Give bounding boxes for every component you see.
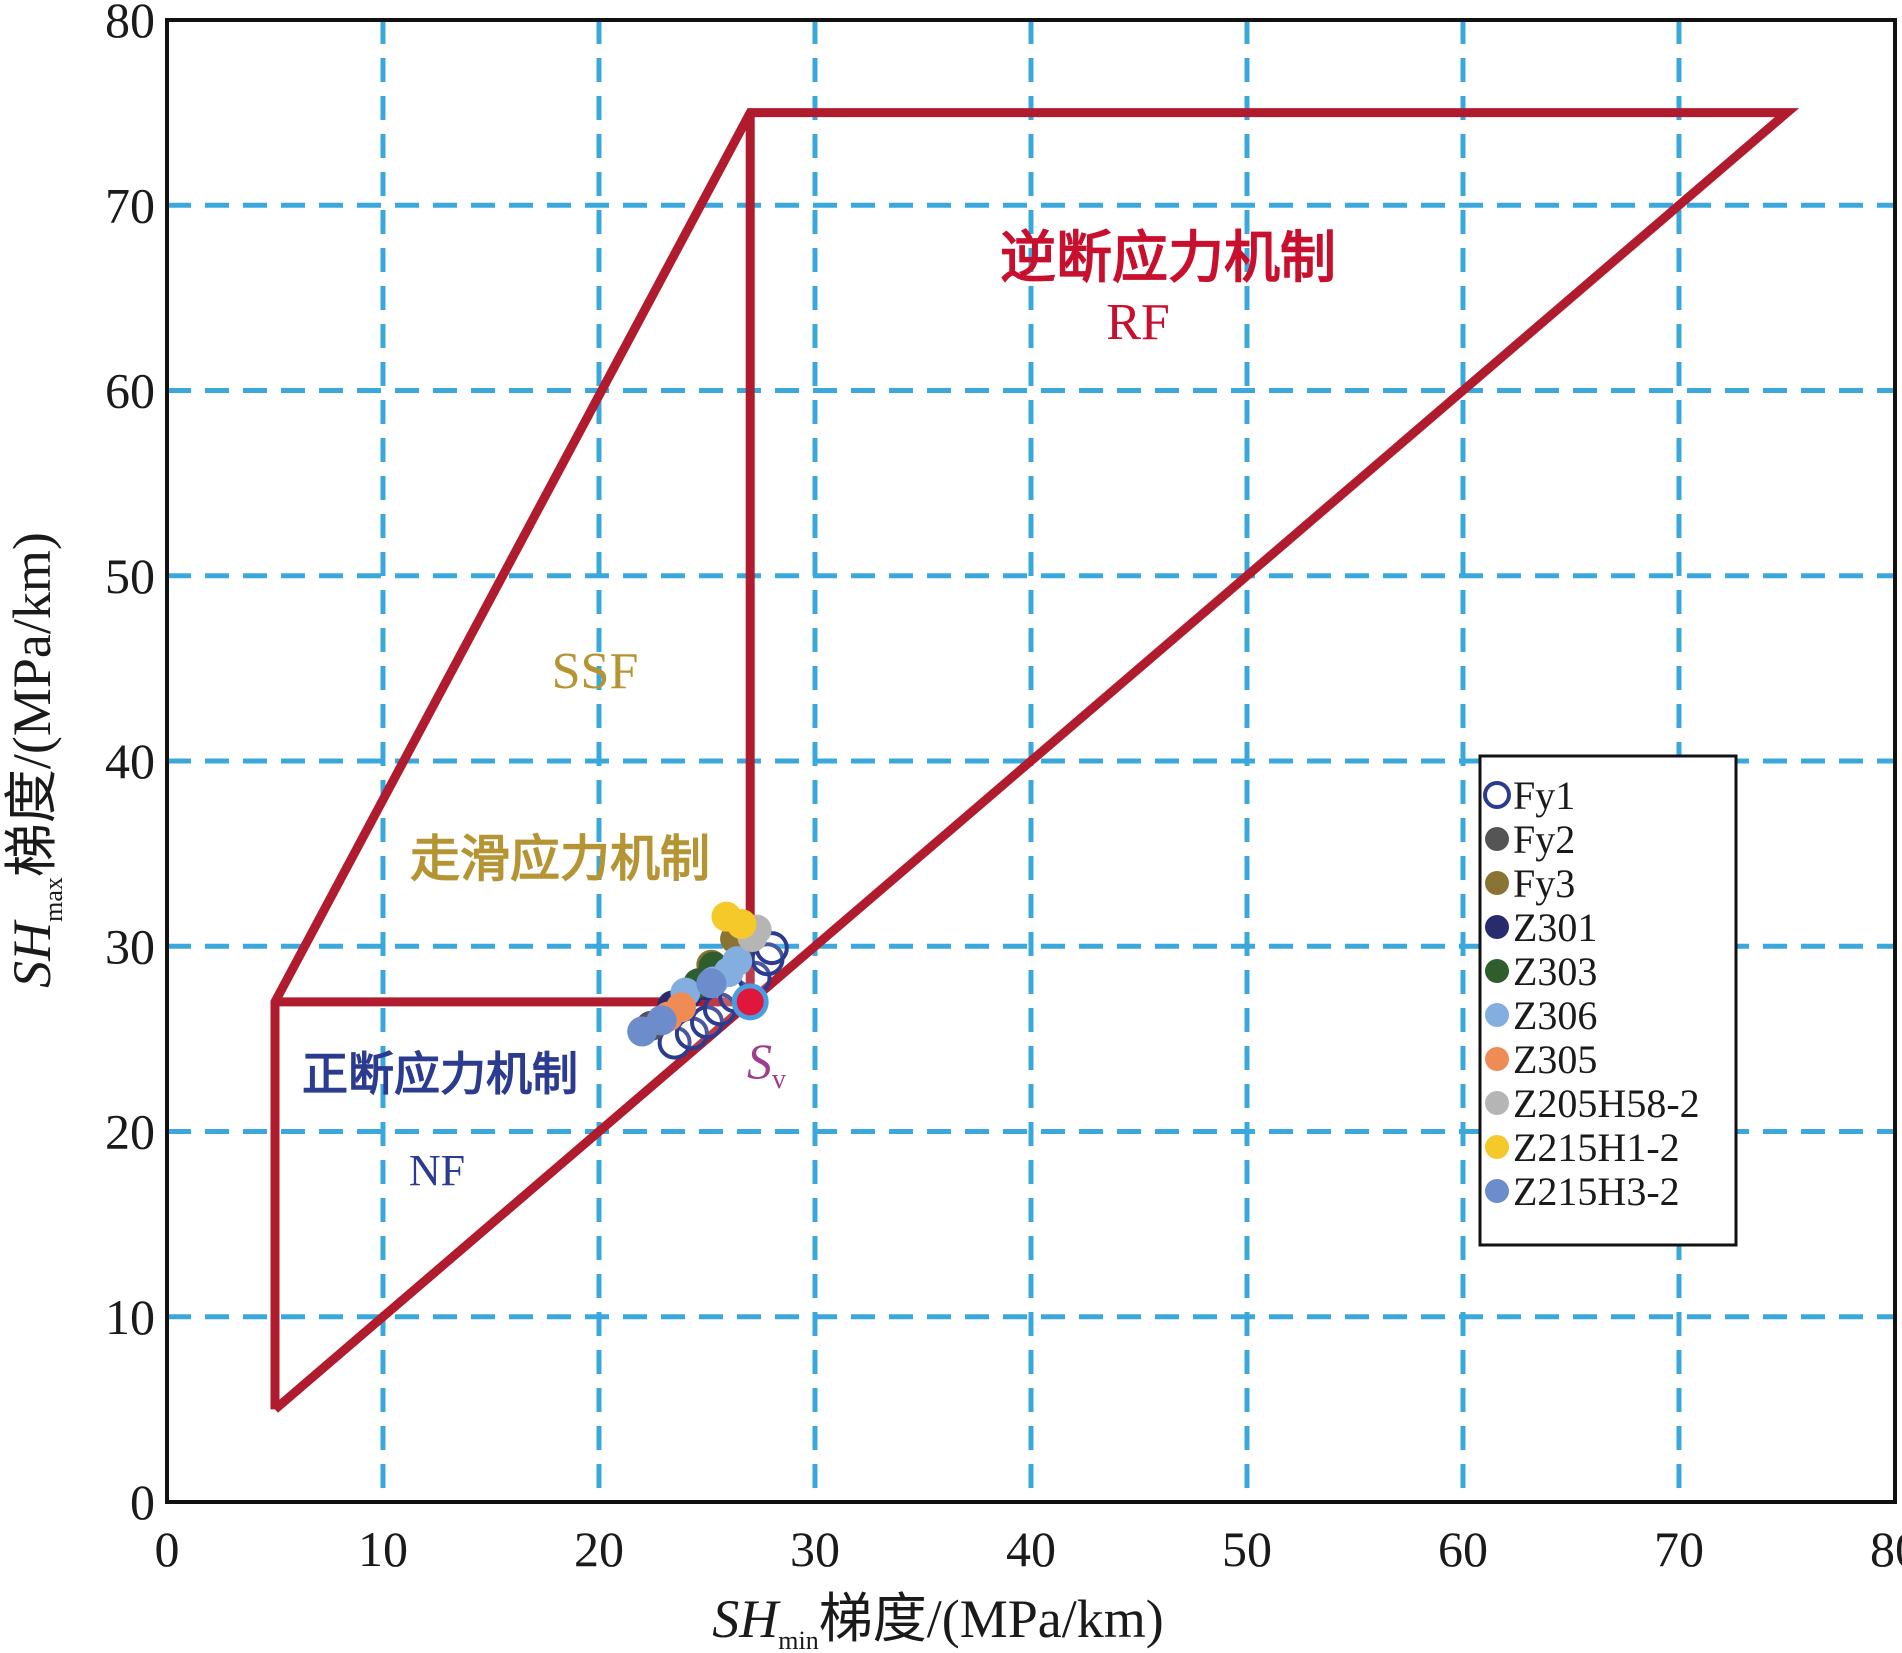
- legend: Fy1Fy2Fy3Z301Z303Z306Z305Z205H58-2Z215H1…: [1478, 754, 1738, 1247]
- y-tick-label: 70: [105, 177, 155, 233]
- nf-region-label-en: NF: [409, 1146, 465, 1195]
- legend-box: [1478, 754, 1738, 1247]
- legend-label-fy1: Fy1: [1513, 773, 1575, 818]
- x-tick-label: 80: [1870, 1521, 1902, 1577]
- y-title-rest: 梯度/(MPa/km): [2, 532, 62, 877]
- y-tick-label: 60: [105, 363, 155, 419]
- sv-label-main: S: [747, 1033, 772, 1089]
- legend-marker-fy1: [1483, 781, 1511, 809]
- y-tick-labels: 0 10 20 30 40 50 60 70 80: [105, 0, 155, 1530]
- nf-region-label-cn: 正断应力机制: [302, 1047, 578, 1101]
- x-tick-label: 70: [1654, 1521, 1704, 1577]
- legend-marker-z215h1-2: [1485, 1135, 1509, 1159]
- y-tick-label: 10: [105, 1289, 155, 1345]
- rf-region-label-en: RF: [1106, 294, 1170, 351]
- ssf-region-label-en: SSF: [552, 643, 639, 700]
- y-axis-title: SHmax梯度/(MPa/km): [2, 532, 68, 988]
- point-z215h1-2: [726, 909, 757, 940]
- data-points: [627, 901, 789, 1060]
- ssf-region-label-cn: 走滑应力机制: [410, 830, 710, 888]
- x-tick-label: 40: [1006, 1521, 1056, 1577]
- y-tick-label: 80: [105, 0, 155, 48]
- legend-marker-z306: [1485, 1003, 1509, 1027]
- grid-lines: [167, 20, 1895, 1502]
- point-z215h3-2: [646, 1005, 677, 1036]
- rf-region-label-cn: 逆断应力机制: [1000, 226, 1336, 291]
- legend-items: Fy1Fy2Fy3Z301Z303Z306Z305Z205H58-2Z215H1…: [1483, 773, 1700, 1214]
- legend-label-fy3: Fy3: [1513, 861, 1575, 906]
- point-z215h3-2: [696, 968, 727, 999]
- legend-marker-z301: [1485, 915, 1509, 939]
- y-title-sub: max: [39, 877, 68, 922]
- x-tick-label: 60: [1438, 1521, 1488, 1577]
- legend-label-z306: Z306: [1513, 993, 1597, 1038]
- y-tick-label: 50: [105, 548, 155, 604]
- y-tick-label: 30: [105, 918, 155, 974]
- point-z306: [722, 946, 753, 977]
- x-title-main: SH: [712, 1589, 781, 1649]
- y-tick-label: 0: [130, 1474, 155, 1530]
- legend-label-fy2: Fy2: [1513, 817, 1575, 862]
- x-tick-label: 50: [1222, 1521, 1272, 1577]
- x-tick-labels: 0 10 20 30 40 50 60 70 80: [155, 1521, 1902, 1577]
- x-title-rest: 梯度/(MPa/km): [819, 1589, 1164, 1649]
- x-tick-label: 30: [790, 1521, 840, 1577]
- legend-label-z205h58-2: Z205H58-2: [1513, 1081, 1700, 1126]
- legend-label-z215h1-2: Z215H1-2: [1513, 1125, 1680, 1170]
- legend-marker-fy3: [1485, 871, 1509, 895]
- legend-marker-z305: [1485, 1047, 1509, 1071]
- y-tick-label: 40: [105, 733, 155, 789]
- x-tick-label: 20: [574, 1521, 624, 1577]
- legend-label-z305: Z305: [1513, 1037, 1597, 1082]
- y-title-main: SH: [2, 919, 62, 988]
- legend-label-z303: Z303: [1513, 949, 1597, 994]
- legend-marker-fy2: [1485, 827, 1509, 851]
- y-tick-label: 20: [105, 1104, 155, 1160]
- sv-label-sub: v: [772, 1064, 786, 1095]
- plot-frame: [165, 18, 1897, 1504]
- legend-label-z215h3-2: Z215H3-2: [1513, 1169, 1680, 1214]
- sv-point-label: Sv: [747, 1033, 786, 1095]
- legend-marker-z205h58-2: [1485, 1091, 1509, 1115]
- x-tick-label: 10: [358, 1521, 408, 1577]
- legend-marker-z215h3-2: [1485, 1179, 1509, 1203]
- sv-point-marker: [731, 983, 769, 1021]
- x-title-sub: min: [778, 1626, 818, 1653]
- legend-marker-z303: [1485, 959, 1509, 983]
- x-axis-title: SHmin梯度/(MPa/km): [712, 1589, 1163, 1653]
- x-tick-label: 0: [155, 1521, 180, 1577]
- legend-label-z301: Z301: [1513, 905, 1597, 950]
